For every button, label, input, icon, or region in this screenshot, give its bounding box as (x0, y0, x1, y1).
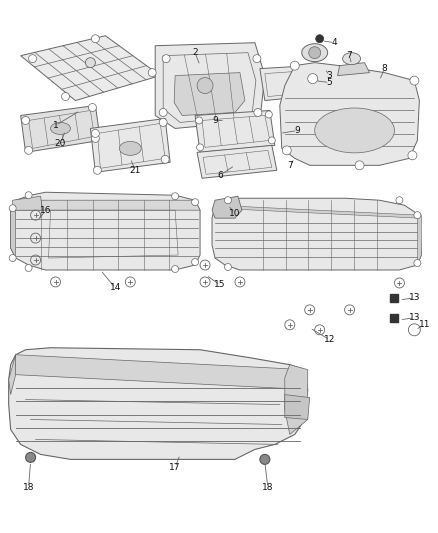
Circle shape (225, 263, 231, 270)
Circle shape (25, 147, 32, 155)
Polygon shape (212, 196, 242, 218)
Text: 17: 17 (170, 463, 181, 472)
Ellipse shape (50, 123, 71, 134)
Circle shape (268, 137, 276, 144)
Text: 11: 11 (419, 320, 430, 329)
Circle shape (21, 117, 30, 124)
Text: 13: 13 (409, 313, 420, 322)
Circle shape (85, 58, 95, 68)
Text: 18: 18 (23, 483, 34, 492)
Circle shape (93, 166, 101, 174)
Circle shape (196, 117, 202, 124)
Circle shape (161, 155, 169, 163)
Bar (390, 314, 399, 322)
Circle shape (92, 35, 99, 43)
Circle shape (162, 55, 170, 63)
Polygon shape (13, 196, 42, 210)
Circle shape (308, 74, 318, 84)
Text: 21: 21 (130, 166, 141, 175)
Polygon shape (285, 394, 310, 419)
Circle shape (414, 260, 421, 266)
Polygon shape (338, 63, 370, 76)
Circle shape (191, 259, 198, 265)
Circle shape (408, 151, 417, 160)
Text: 8: 8 (381, 64, 387, 73)
Text: 4: 4 (332, 38, 337, 47)
Text: 10: 10 (229, 209, 241, 217)
Ellipse shape (314, 108, 395, 153)
Text: 13: 13 (409, 293, 420, 302)
Text: 12: 12 (324, 335, 336, 344)
Polygon shape (11, 200, 16, 258)
Circle shape (309, 47, 321, 59)
Circle shape (9, 205, 16, 212)
Polygon shape (90, 118, 170, 172)
Polygon shape (9, 348, 308, 459)
Circle shape (92, 130, 99, 138)
Circle shape (61, 93, 70, 101)
Circle shape (197, 78, 213, 94)
Ellipse shape (302, 44, 328, 62)
Text: 5: 5 (327, 78, 332, 87)
Circle shape (9, 255, 16, 262)
Circle shape (159, 109, 167, 117)
Circle shape (92, 134, 99, 142)
Circle shape (396, 197, 403, 204)
Circle shape (316, 35, 324, 43)
Polygon shape (16, 200, 200, 210)
Text: 7: 7 (347, 51, 353, 60)
Polygon shape (155, 43, 265, 128)
Circle shape (197, 144, 204, 151)
Circle shape (260, 455, 270, 464)
Polygon shape (9, 355, 16, 394)
Circle shape (25, 192, 32, 199)
Ellipse shape (119, 141, 141, 155)
Text: 14: 14 (110, 284, 121, 293)
Text: 6: 6 (217, 171, 223, 180)
Circle shape (290, 61, 299, 70)
Circle shape (253, 55, 261, 63)
Text: 3: 3 (327, 71, 332, 80)
Circle shape (191, 199, 198, 206)
Circle shape (355, 161, 364, 170)
Polygon shape (174, 72, 245, 116)
Circle shape (225, 197, 231, 204)
Text: 18: 18 (262, 483, 274, 492)
Circle shape (159, 118, 167, 126)
Polygon shape (285, 365, 308, 434)
Circle shape (172, 265, 179, 272)
Circle shape (25, 264, 32, 271)
Polygon shape (21, 106, 100, 152)
Polygon shape (21, 36, 160, 101)
Polygon shape (16, 355, 308, 390)
Polygon shape (212, 198, 421, 270)
Polygon shape (215, 205, 419, 218)
Text: 9: 9 (212, 116, 218, 125)
Circle shape (410, 76, 419, 85)
Text: 7: 7 (287, 161, 293, 170)
Circle shape (283, 146, 291, 155)
Polygon shape (417, 215, 421, 265)
Bar (390, 294, 399, 302)
Text: 9: 9 (295, 126, 300, 135)
Circle shape (265, 111, 272, 118)
Text: 20: 20 (55, 139, 66, 148)
Text: 2: 2 (192, 48, 198, 57)
Circle shape (172, 193, 179, 200)
Circle shape (414, 212, 421, 219)
Ellipse shape (343, 53, 360, 64)
Circle shape (254, 109, 262, 117)
Polygon shape (195, 110, 275, 152)
Text: 16: 16 (40, 206, 51, 215)
Circle shape (25, 453, 35, 462)
Text: 15: 15 (214, 280, 226, 289)
Circle shape (28, 55, 37, 63)
Text: 1: 1 (53, 121, 58, 130)
Polygon shape (11, 192, 200, 270)
Polygon shape (280, 63, 419, 165)
Circle shape (88, 103, 96, 111)
Polygon shape (197, 146, 277, 178)
Polygon shape (260, 66, 314, 101)
Circle shape (148, 69, 156, 77)
